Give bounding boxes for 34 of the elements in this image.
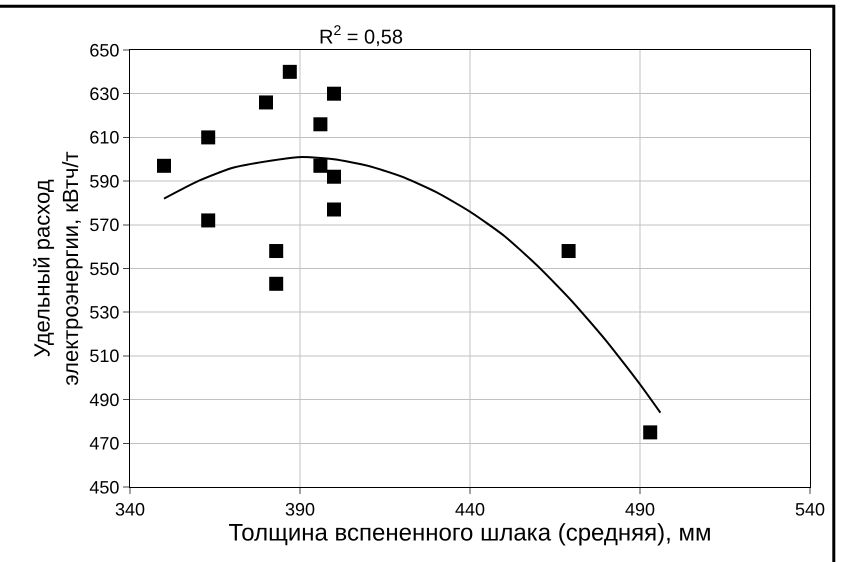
point — [157, 158, 171, 173]
y-tick-label: 610 — [89, 128, 120, 148]
y-tick-label: 530 — [89, 302, 120, 322]
x-tick-label: 440 — [454, 500, 486, 520]
point — [327, 170, 341, 184]
y-tick-label: 510 — [89, 346, 120, 366]
line-series — [163, 156, 662, 414]
x-tick-label: 390 — [284, 500, 316, 520]
point — [201, 130, 216, 144]
point — [269, 276, 284, 291]
text: R$^{2}$ = 0,58 — [319, 22, 403, 48]
point — [282, 64, 297, 79]
y-tick-label: 570 — [89, 215, 120, 236]
point — [201, 213, 216, 228]
x-tick-label: 340 — [114, 500, 146, 520]
point — [313, 117, 328, 132]
point — [313, 158, 328, 173]
y-tick-label: 590 — [89, 171, 120, 192]
x-tick-label: 540 — [794, 500, 826, 520]
point — [269, 244, 284, 258]
point — [259, 95, 273, 110]
point — [327, 86, 341, 101]
point — [643, 425, 658, 440]
x-axis-title: Толщина вспененного шлака (средняя), мм — [228, 520, 712, 547]
y-tick-label: 650 — [89, 40, 120, 60]
y-tick-label: 550 — [89, 258, 120, 279]
y-tick-label: 470 — [89, 434, 120, 454]
point — [327, 202, 341, 216]
y-tick-label: 630 — [89, 84, 120, 104]
x-tick-label: 490 — [624, 500, 656, 520]
y-axis-title: Удельный расход электроэнергии, кВтч/т — [30, 151, 84, 386]
y-tick-label: 450 — [89, 477, 120, 498]
y-tick-label: 490 — [89, 390, 120, 410]
point — [562, 244, 576, 258]
